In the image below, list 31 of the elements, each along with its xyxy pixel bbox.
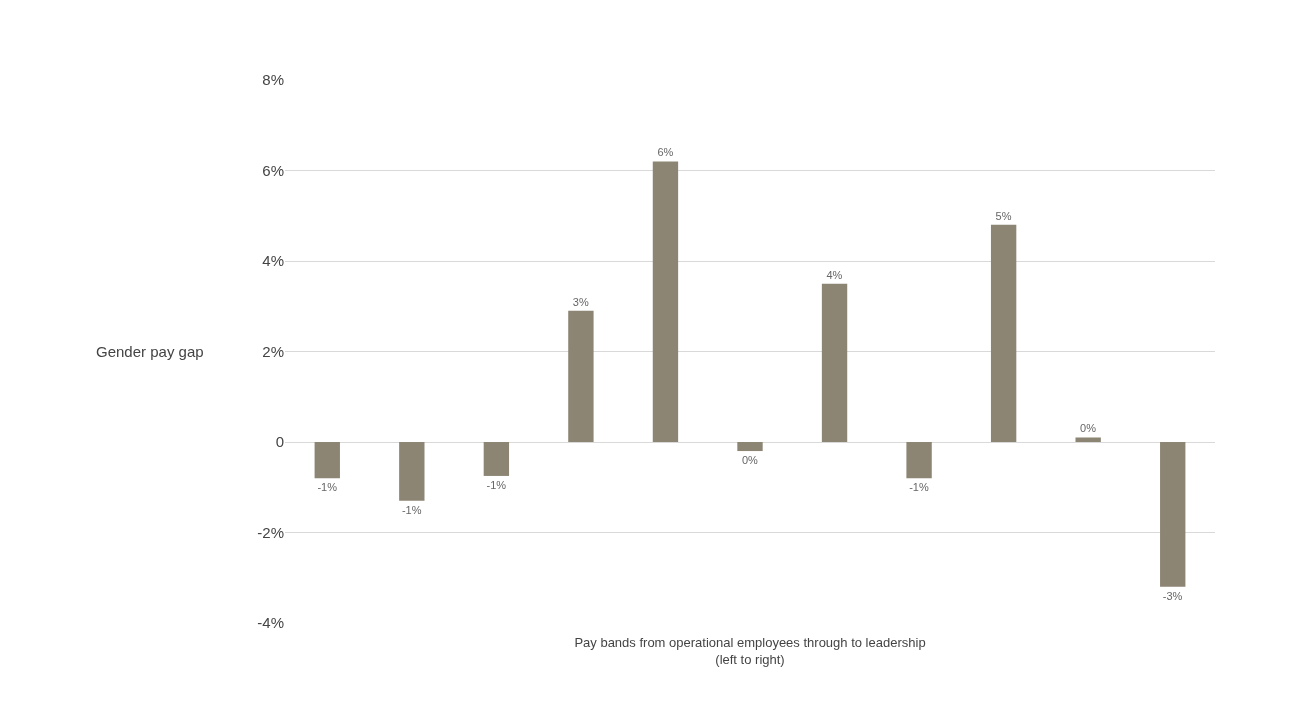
data-label: -1%: [317, 481, 338, 494]
bar: [1075, 437, 1101, 442]
y-axis-title: Gender pay gap: [96, 343, 204, 360]
y-tick-label: 0: [275, 433, 284, 451]
data-label: 6%: [657, 146, 674, 159]
bar: [399, 442, 425, 501]
bar: [314, 442, 340, 479]
y-tick-label: 8%: [262, 71, 284, 89]
data-label: 0%: [741, 454, 759, 467]
y-tick-label: 6%: [262, 161, 284, 179]
x-axis-title: Pay bands from operational employees through to leadership (left to right): [574, 634, 926, 667]
y-tick-label: -4%: [257, 614, 284, 632]
bar: [990, 224, 1017, 442]
y-tick-label: 4%: [262, 252, 284, 270]
y-tick-label: 2%: [262, 342, 284, 360]
data-label: 5%: [995, 209, 1012, 222]
data-label: 3%: [572, 295, 589, 308]
bar: [737, 442, 763, 452]
bar: [1160, 442, 1186, 587]
data-label: -1%: [401, 503, 422, 516]
y-tick-label: -2%: [257, 523, 284, 541]
bar: [906, 442, 932, 479]
data-label: -1%: [909, 481, 929, 494]
bar: [568, 310, 594, 442]
data-label: -3%: [1162, 589, 1183, 602]
bar: [821, 283, 848, 442]
data-label: 0%: [1080, 422, 1097, 435]
data-label: 4%: [826, 268, 843, 281]
bar: [652, 161, 679, 442]
data-label: -1%: [486, 478, 507, 491]
bar: [483, 442, 510, 476]
